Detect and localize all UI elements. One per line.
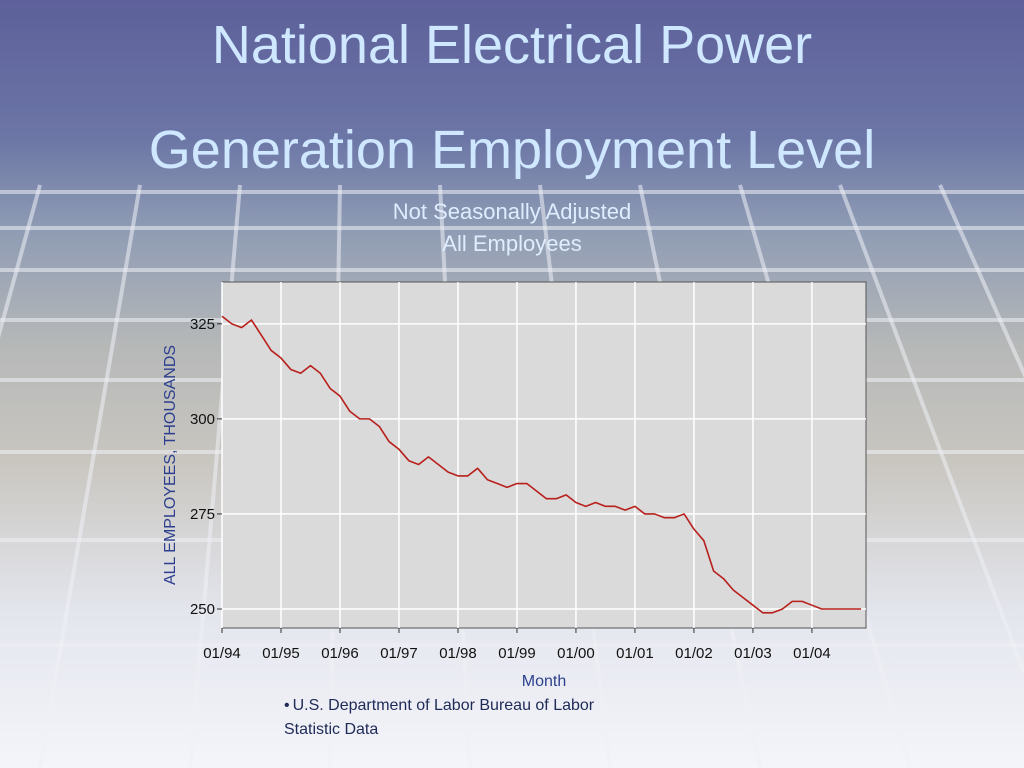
bullet-icon: • (284, 697, 290, 714)
chart-subtitle-line-2: All Employees (442, 231, 582, 256)
y-axis-label: ALL EMPLOYEES, THOUSANDS (162, 345, 179, 585)
x-tick-label: 01/98 (439, 645, 477, 662)
x-tick-label: 01/03 (734, 645, 772, 662)
y-tick-label: 300 (190, 411, 215, 428)
slide-title-line-2: Generation Employment Level (148, 120, 876, 180)
x-tick-label: 01/00 (557, 645, 595, 662)
source-line-1: U.S. Department of Labor Bureau of Labor (292, 697, 595, 714)
x-tick-label: 01/99 (498, 645, 536, 662)
source-line-2: Statistic Data (284, 721, 379, 738)
x-axis-label: Month (522, 673, 566, 690)
x-tick-label: 01/97 (380, 645, 418, 662)
chart-subtitle-line-1: Not Seasonally Adjusted (392, 199, 632, 224)
x-tick-label: 01/04 (793, 645, 831, 662)
y-tick-label: 275 (190, 506, 215, 523)
employment-line-chart: 01/94 01/95 01/96 01/97 01/98 01/99 01/00 01/01… (162, 281, 867, 690)
y-tick-label: 250 (190, 601, 215, 618)
y-tick-label: 325 (190, 316, 215, 333)
series-line-employment (221, 315, 862, 614)
x-tick-label: 01/96 (321, 645, 359, 662)
x-tick-label: 01/94 (203, 645, 241, 662)
slide-title-line-1: National Electrical Power (211, 15, 813, 75)
plot-background (221, 281, 867, 629)
x-tick-label: 01/01 (616, 645, 654, 662)
x-tick-label: 01/95 (262, 645, 300, 662)
x-tick-label: 01/02 (675, 645, 713, 662)
source-note: • U.S. Department of Labor Bureau of Labo… (284, 694, 704, 742)
